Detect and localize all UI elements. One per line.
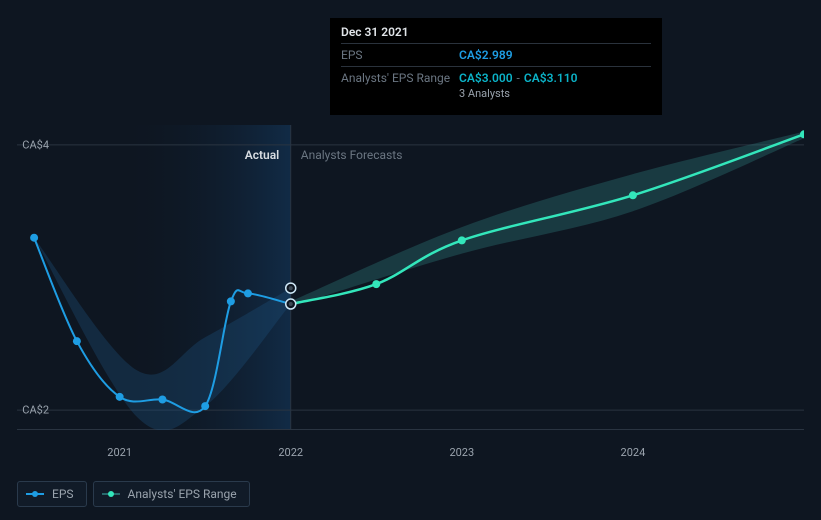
range-swatch-icon [102,490,120,498]
eps-swatch-icon [26,490,44,498]
tooltip-analyst-count: 3 Analysts [459,85,577,100]
eps-forecast-chart[interactable]: CA$2 CA$4 [17,125,804,430]
legend-item-eps[interactable]: EPS [17,481,87,507]
tooltip-value-eps: CA$2.989 [459,48,513,62]
chart-legend: EPS Analysts' EPS Range [17,481,250,507]
y-axis-label: CA$2 [22,404,49,417]
y-axis-label: CA$4 [22,138,49,151]
chart-tooltip: Dec 31 2021 EPS CA$2.989 Analysts' EPS R… [330,18,662,115]
legend-label: EPS [52,487,74,501]
tooltip-value-range: CA$3.000-CA$3.110 [459,71,577,85]
x-axis-label: 2024 [621,446,646,459]
tooltip-label-range: Analysts' EPS Range [341,71,459,100]
tooltip-date: Dec 31 2021 [341,25,651,43]
x-axis-label: 2021 [107,446,132,459]
x-axis-label: 2022 [278,446,303,459]
legend-item-range[interactable]: Analysts' EPS Range [93,481,250,507]
x-axis-label: 2023 [449,446,474,459]
tooltip-label-eps: EPS [341,48,459,62]
legend-label: Analysts' EPS Range [128,487,237,501]
